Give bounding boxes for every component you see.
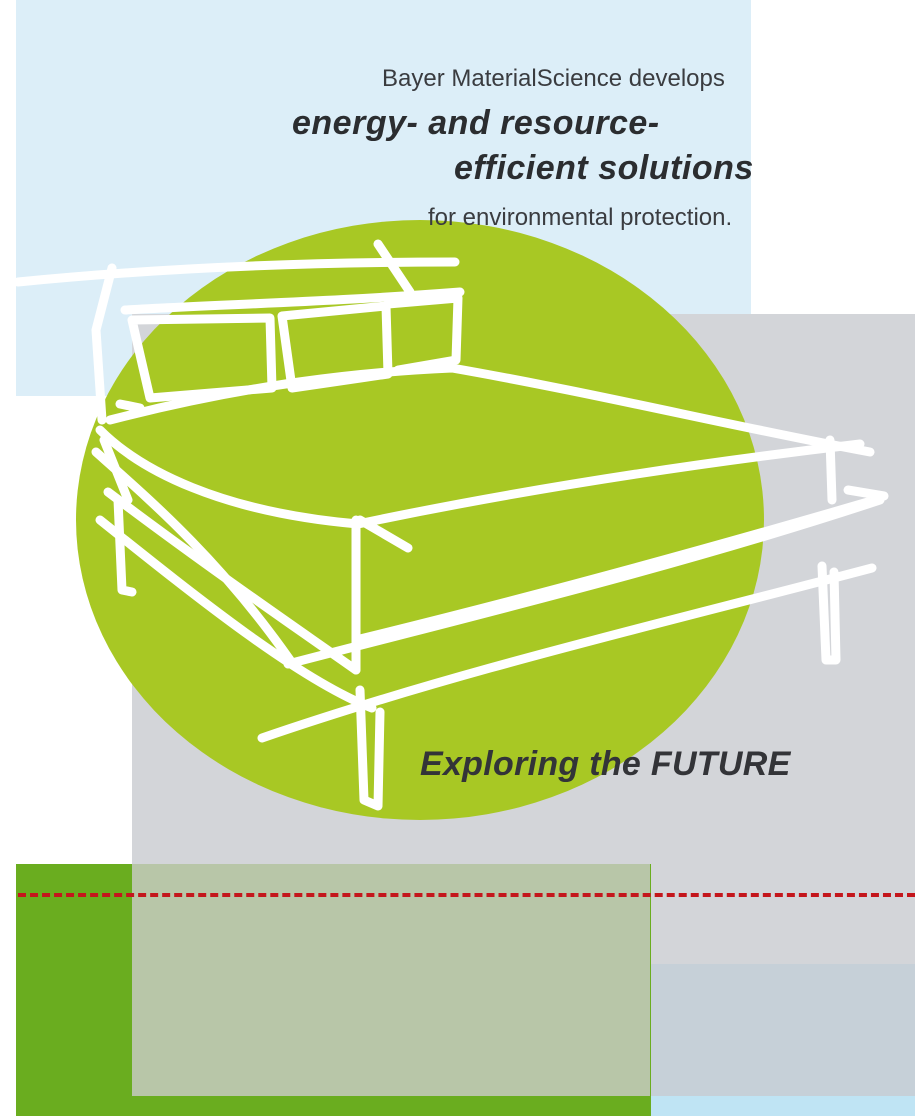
headboard-frame bbox=[120, 287, 465, 315]
leg-front bbox=[355, 685, 385, 811]
mattress-front-edge bbox=[95, 425, 865, 529]
red-dashed-divider bbox=[18, 893, 915, 897]
sage-overlay-panel bbox=[132, 864, 650, 1096]
leg-right bbox=[817, 561, 841, 665]
sketch-accent-2 bbox=[843, 485, 889, 501]
bed-frame-front bbox=[283, 495, 885, 669]
headline-line-1: Bayer MaterialScience develops bbox=[382, 65, 725, 92]
mattress-right-vertical bbox=[825, 435, 837, 505]
blue-gray-bottom-panel bbox=[651, 964, 915, 1096]
mattress-base-right bbox=[351, 497, 873, 645]
leg-left bbox=[113, 495, 137, 597]
headboard-post-top bbox=[373, 239, 415, 297]
bed-frame-lower bbox=[257, 563, 877, 743]
headline-block: Bayer MaterialScience develops energy- a… bbox=[0, 0, 915, 260]
sketch-accent-1 bbox=[355, 515, 413, 553]
pillow-right bbox=[383, 293, 463, 375]
bed-frame-left-lower bbox=[95, 515, 377, 713]
headline-line-2: energy- and resource- bbox=[292, 104, 660, 142]
mattress-back-edge bbox=[105, 363, 875, 457]
headline-line-3: efficient solutions bbox=[454, 149, 754, 187]
sketch-accent-3 bbox=[115, 399, 145, 413]
headboard-left-post bbox=[91, 263, 117, 425]
bed-frame-left-rail bbox=[91, 447, 295, 665]
tagline: Exploring the FUTURE bbox=[420, 745, 791, 783]
light-blue-strip bbox=[651, 1096, 915, 1116]
headline-line-4: for environmental protection. bbox=[428, 204, 733, 231]
